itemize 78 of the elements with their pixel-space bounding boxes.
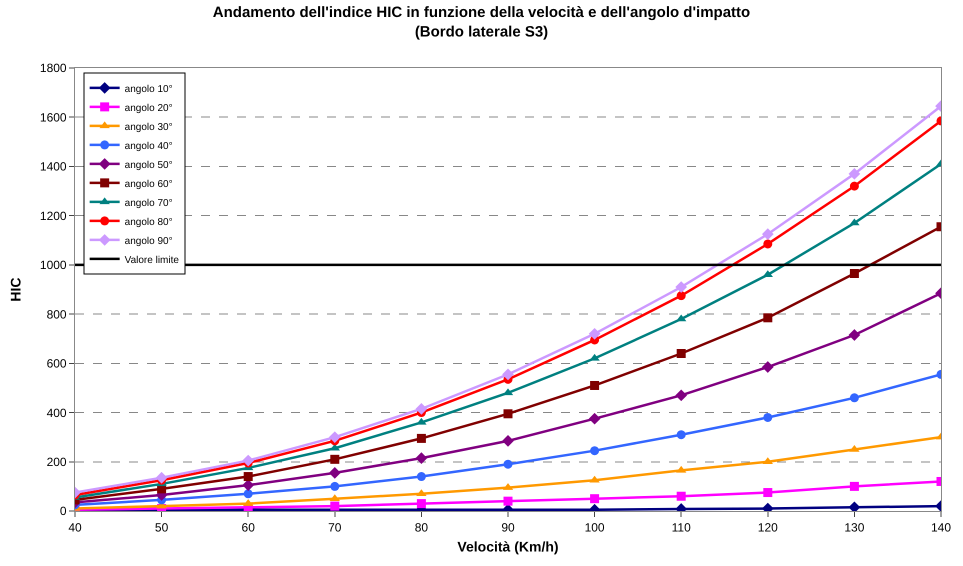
point <box>416 472 426 482</box>
y-tick-label: 800 <box>46 307 67 322</box>
y-tick-label: 400 <box>46 406 67 420</box>
point <box>763 239 772 248</box>
x-tick-label: 80 <box>414 520 428 534</box>
x-tick-label: 120 <box>758 520 778 534</box>
x-tick-label: 100 <box>584 520 605 534</box>
legend-label: angolo 80° <box>124 216 173 228</box>
x-tick-label: 60 <box>242 520 256 534</box>
point <box>330 482 340 491</box>
point <box>676 430 686 440</box>
point <box>416 403 428 415</box>
point <box>502 435 514 447</box>
point <box>676 291 686 300</box>
point <box>763 488 772 498</box>
point <box>848 168 860 180</box>
point <box>850 482 859 491</box>
y-tick-label: 1200 <box>40 208 67 223</box>
legend-label: angolo 70° <box>124 198 173 209</box>
point <box>502 368 514 380</box>
y-tick-label: 1000 <box>40 258 67 272</box>
point <box>156 472 168 484</box>
y-tick-label: 0 <box>60 504 67 518</box>
point <box>848 329 860 341</box>
point <box>504 496 512 506</box>
point <box>762 228 774 240</box>
point <box>416 434 426 443</box>
point <box>590 380 600 390</box>
point <box>504 409 512 418</box>
legend-label: angolo 40° <box>124 140 173 152</box>
point <box>676 466 686 473</box>
point <box>244 489 253 498</box>
point <box>328 431 341 444</box>
point <box>763 313 772 322</box>
legend-label: angolo 90° <box>124 236 173 247</box>
point <box>588 412 600 425</box>
legend-label: Valore limite <box>124 254 180 266</box>
point <box>328 467 341 479</box>
x-tick-label: 130 <box>844 520 865 534</box>
point <box>762 457 773 464</box>
x-axis-title: Velocità (Km/h) <box>457 538 559 555</box>
y-tick-label: 1800 <box>40 61 67 76</box>
legend-label: angolo 20° <box>124 102 173 114</box>
point <box>504 460 512 469</box>
point <box>588 328 600 340</box>
legend-label: angolo 10° <box>124 84 173 95</box>
y-axis-title: HIC <box>7 277 24 302</box>
point <box>675 281 688 293</box>
chart-title: Andamento dell'indice HIC in funzione della velocità e dell'angolo d'impatto <box>212 4 750 21</box>
point <box>590 494 600 504</box>
point <box>675 389 688 402</box>
x-tick-label: 50 <box>154 520 169 534</box>
y-tick-label: 1600 <box>40 110 67 124</box>
y-tick-label: 200 <box>46 454 67 469</box>
x-tick-label: 70 <box>328 520 342 534</box>
legend-label: angolo 60° <box>124 178 173 190</box>
y-tick-label: 600 <box>46 356 67 371</box>
x-tick-label: 140 <box>930 520 952 534</box>
point <box>763 412 772 422</box>
point <box>590 446 600 456</box>
point <box>676 492 686 501</box>
point <box>416 499 426 508</box>
point <box>850 269 859 278</box>
point <box>850 393 859 402</box>
legend-label: angolo 30° <box>124 122 173 133</box>
point <box>330 454 340 464</box>
x-tick-label: 110 <box>672 520 692 534</box>
point <box>416 452 428 464</box>
legend-label: angolo 50° <box>124 160 173 171</box>
point <box>850 182 859 191</box>
point <box>244 472 253 482</box>
point <box>676 348 686 358</box>
x-tick-label: 40 <box>68 520 82 534</box>
x-tick-label: 90 <box>501 520 515 534</box>
point <box>762 361 774 373</box>
y-tick-label: 1400 <box>40 160 67 174</box>
point <box>242 454 254 466</box>
chart-subtitle: (Bordo laterale S3) <box>414 23 548 40</box>
